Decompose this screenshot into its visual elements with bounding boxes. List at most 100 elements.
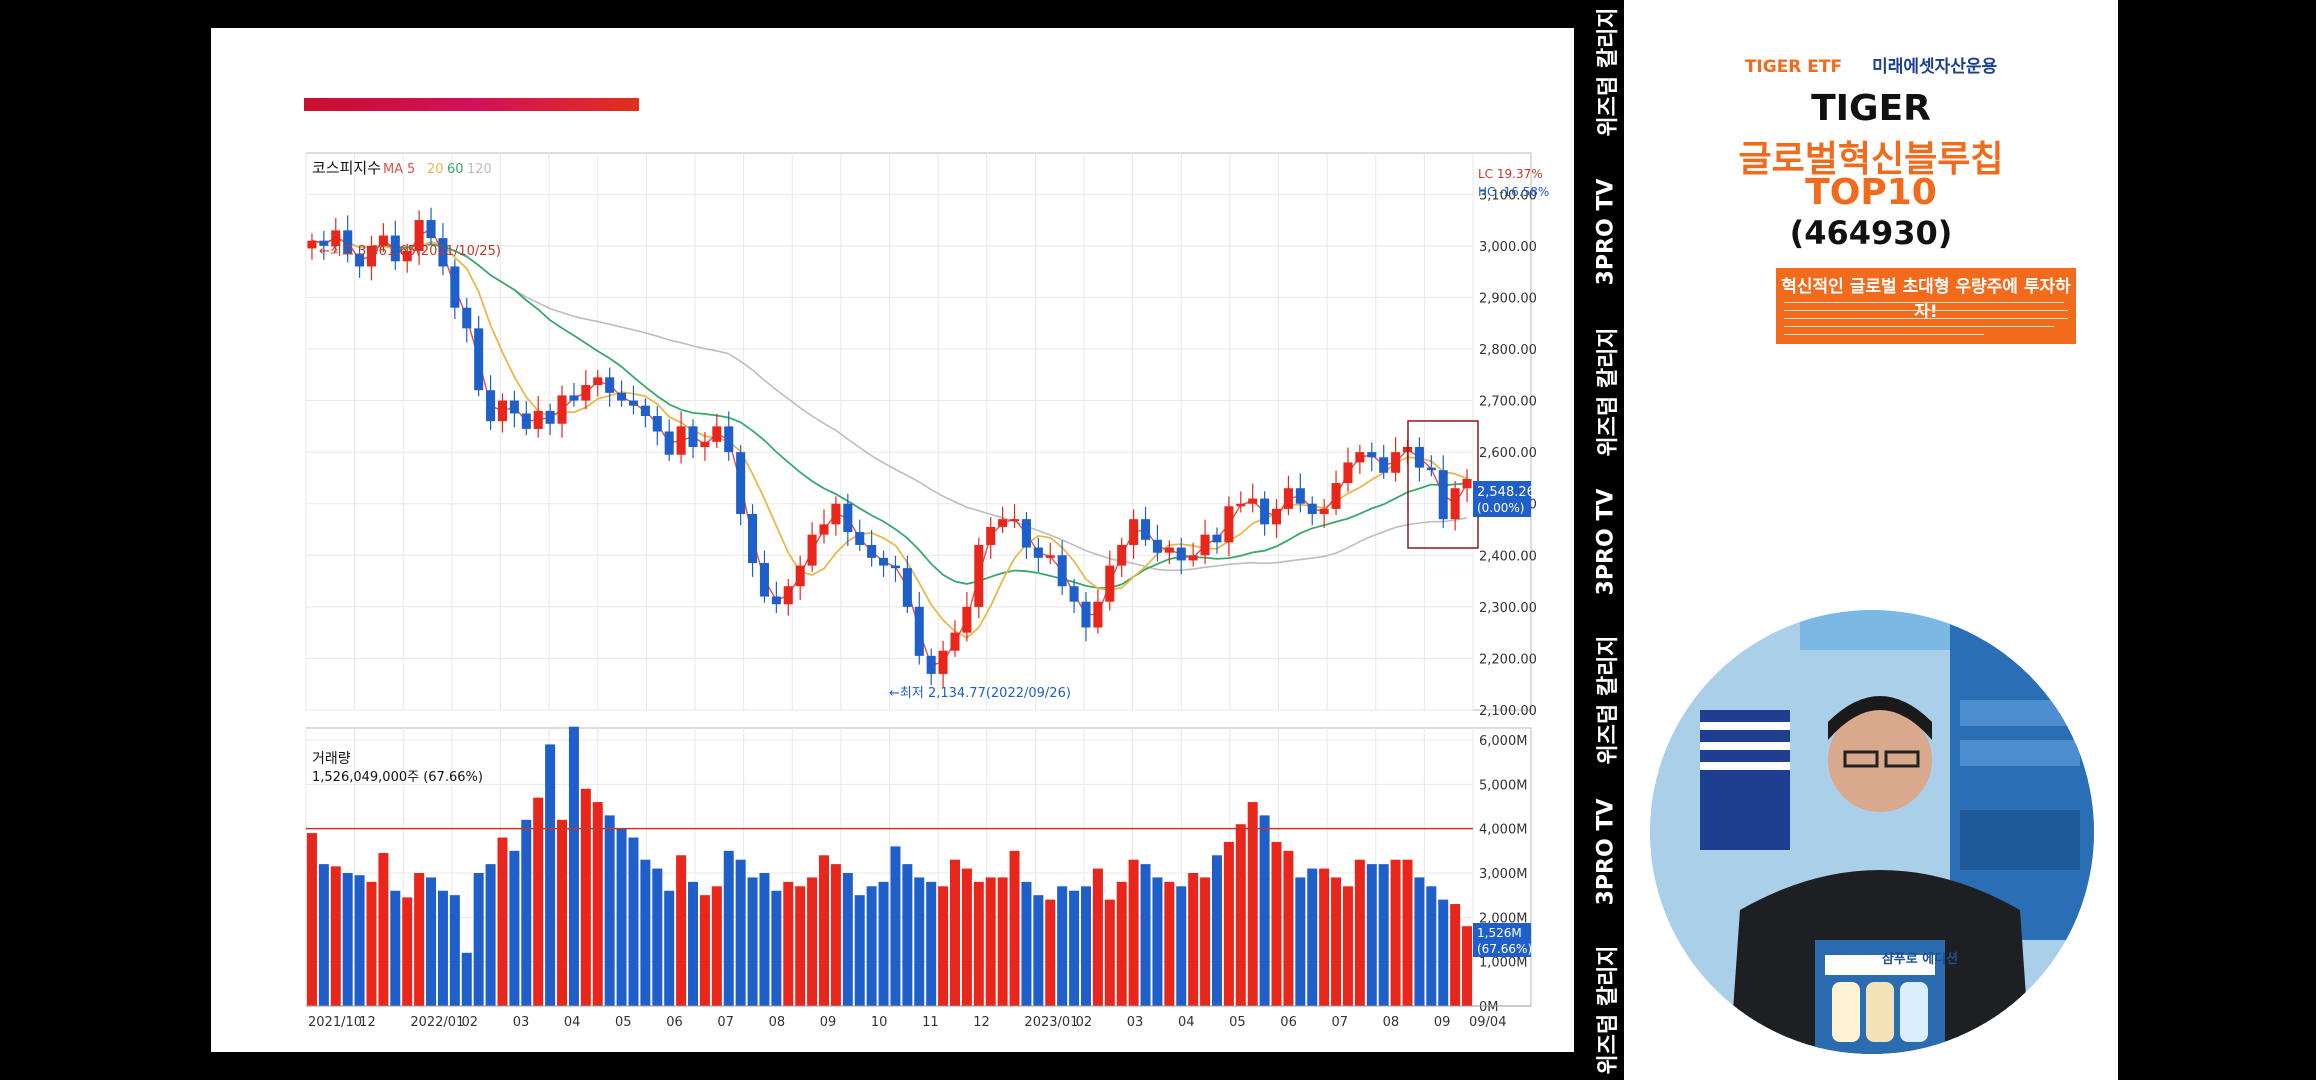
banner-fineprint <box>1784 318 2068 319</box>
price-tick-label: 3,100.00 <box>1479 188 1537 203</box>
volume-bar <box>1057 886 1068 1006</box>
candle <box>1391 452 1401 473</box>
candle <box>390 235 400 262</box>
candle <box>926 655 936 674</box>
candle <box>628 400 638 406</box>
volume-bar <box>1247 802 1258 1006</box>
low-annotation: ←최저 2,134.77(2022/09/26) <box>889 686 1071 701</box>
x-tick-label: 05 <box>615 1015 632 1030</box>
volume-bar <box>973 881 984 1006</box>
candle <box>902 568 912 607</box>
volume-bar <box>1426 886 1437 1006</box>
candle <box>1450 488 1460 520</box>
volume-bar <box>723 850 734 1006</box>
ma-legend-period: 5 <box>407 162 415 177</box>
candle <box>783 586 793 605</box>
candle <box>343 230 353 254</box>
last-volume-pct: (67.66%) <box>1477 942 1532 956</box>
tiger-etf-logo: TIGER ETF <box>1744 57 1843 77</box>
volume-tick-label: 5,000M <box>1479 778 1527 793</box>
volume-bar <box>1140 864 1151 1006</box>
candle <box>331 230 341 246</box>
volume-bar <box>914 877 925 1006</box>
candle <box>1319 508 1329 515</box>
price-tick-label: 3,000.00 <box>1479 240 1537 255</box>
volume-bar <box>1307 868 1318 1006</box>
candle <box>1414 446 1424 468</box>
price-tick-label: 2,600.00 <box>1479 446 1537 461</box>
candle <box>462 307 472 329</box>
x-tick-label: 03 <box>1127 1015 1144 1030</box>
volume-tick-label: 0M <box>1479 1000 1499 1015</box>
volume-bar <box>533 797 544 1006</box>
price-tick-label: 2,100.00 <box>1479 704 1537 719</box>
candle <box>855 532 865 545</box>
volume-bar <box>1200 877 1211 1006</box>
volume-bar <box>997 877 1008 1006</box>
candle <box>736 452 746 515</box>
product-code: (464930) <box>1789 214 1953 252</box>
volume-bar <box>1152 877 1163 1006</box>
candle <box>521 413 531 429</box>
x-tick-label: 06 <box>666 1015 683 1030</box>
product-title-top10: TOP10 <box>1805 172 1937 213</box>
candle <box>438 238 448 267</box>
volume-bar <box>616 828 627 1006</box>
price-tick-label: 2,400.00 <box>1479 549 1537 564</box>
candle <box>652 416 662 432</box>
volume-bar <box>1354 859 1365 1006</box>
x-tick-label: 07 <box>1331 1015 1348 1030</box>
candle <box>509 400 519 414</box>
volume-bar <box>747 877 758 1006</box>
last-volume: 1,526M <box>1477 926 1522 940</box>
strip-label: 3PRO TV <box>1593 178 1619 286</box>
banner-fineprint <box>1784 302 2064 303</box>
volume-bar <box>1069 890 1080 1006</box>
volume-bar <box>926 881 937 1006</box>
volume-bar <box>521 819 532 1006</box>
volume-bar <box>378 853 389 1006</box>
volume-bar <box>890 846 901 1006</box>
last-price-tag <box>1473 481 1531 517</box>
candle <box>569 395 579 401</box>
candle <box>1343 462 1353 484</box>
volume-bar <box>878 881 889 1006</box>
candle <box>1021 519 1031 548</box>
strip-label: 위즈덤 칼리지 <box>1596 327 1621 457</box>
candle <box>1105 565 1115 602</box>
candle <box>1033 547 1043 558</box>
candle <box>1117 544 1127 566</box>
candle <box>497 400 508 422</box>
volume-bar <box>842 873 853 1006</box>
last-change: (0.00%) <box>1477 501 1524 515</box>
volume-bar <box>938 886 949 1006</box>
volume-bar <box>1009 850 1020 1006</box>
chart-title: 코스피지수 <box>312 159 381 177</box>
volume-bar <box>1378 864 1389 1006</box>
volume-bar <box>604 815 615 1006</box>
candle <box>712 426 722 442</box>
x-tick-label: 11 <box>922 1015 939 1030</box>
x-tick-label: 07 <box>717 1015 734 1030</box>
volume-bar <box>949 859 960 1006</box>
candle <box>676 426 686 455</box>
x-tick-label: 09/04 <box>1469 1015 1506 1030</box>
volume-bar <box>342 873 353 1006</box>
volume-value: 1,526,049,000주 (67.66%) <box>312 770 483 785</box>
volume-tick-label: 6,000M <box>1479 734 1527 749</box>
volume-bar <box>1235 824 1246 1006</box>
x-tick-label: 02 <box>462 1015 479 1030</box>
x-tick-label: 2021/10 <box>308 1015 362 1030</box>
high-annotation: ←최고 3,061.65(2021/10/25) <box>319 244 501 259</box>
product-title-name: 글로벌혁신블루칩 <box>1738 139 2004 180</box>
candle <box>974 544 984 607</box>
volume-bar <box>902 864 913 1006</box>
volume-bar <box>1080 886 1091 1006</box>
volume-bar <box>1331 877 1342 1006</box>
candle <box>1283 488 1293 509</box>
x-tick-label: 02 <box>1076 1015 1093 1030</box>
banner-fineprint <box>1784 310 2068 311</box>
volume-bar <box>414 873 425 1006</box>
candle <box>617 392 627 401</box>
candle <box>1438 470 1448 520</box>
